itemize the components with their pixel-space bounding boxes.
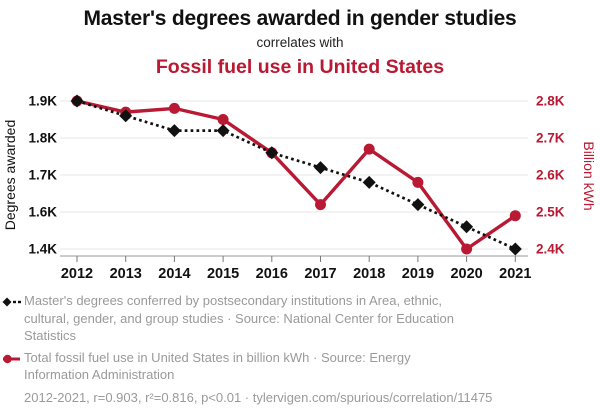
fossil-fuel-point: [168, 102, 180, 114]
year-label: 2015: [207, 266, 239, 282]
fossil-fuel-point: [217, 114, 229, 125]
degrees-point: [119, 109, 133, 123]
legend-line: Statistics: [24, 328, 77, 344]
chart-svg: 2012 2013 2014 2015 2016 2017 2018 2019 2020 2021…: [2, 94, 597, 283]
black-diamond-dotted-line-icon: [2, 292, 22, 313]
secondary-title: Fossil fuel use in United States: [155, 56, 445, 78]
right-tick-label: 2.5K: [536, 205, 565, 220]
legend-item-degrees: Master's degrees conferred by postsecond…: [2, 292, 600, 345]
right-tick-labels: 2.8K 2.7K 2.6K 2.5K 2.4K: [536, 94, 565, 257]
left-axis-title: Degrees awarded: [2, 120, 18, 231]
red-circle-solid-line-icon: [2, 349, 22, 370]
right-tick-label: 2.7K: [536, 131, 565, 146]
degrees-point: [411, 198, 425, 212]
year-label: 2018: [353, 266, 385, 282]
degrees-point: [460, 220, 474, 234]
left-tick-labels: 1.9K 1.8K 1.7K 1.6K 1.4K: [28, 94, 57, 257]
degrees-point: [167, 124, 181, 138]
degrees-point: [216, 124, 230, 138]
right-tick-label: 2.6K: [536, 168, 565, 183]
degrees-point: [265, 146, 279, 160]
left-tick-label: 1.4K: [28, 242, 57, 257]
degrees-series: [70, 94, 522, 256]
legend-line: Total fossil fuel use in United States i…: [24, 349, 411, 365]
page-title: Master's degrees awarded in gender studi…: [83, 7, 517, 30]
legend-text-fossil-fuel: Total fossil fuel use in United States i…: [24, 349, 411, 384]
year-label: 2012: [61, 266, 93, 282]
stats-footer: 2012-2021, r=0.903, r²=0.816, p<0.01 · t…: [24, 389, 493, 405]
title-block: Master's degrees awarded in gender studi…: [0, 6, 600, 86]
left-tick-label: 1.7K: [28, 168, 57, 183]
year-label: 2019: [402, 266, 434, 282]
fossil-fuel-point: [363, 143, 375, 155]
chart-plot-area: 2012 2013 2014 2015 2016 2017 2018 2019 2020 2021…: [0, 86, 600, 286]
legend-line: Master's degrees conferred by postsecond…: [24, 293, 442, 308]
diamond-marker-glyph: [2, 297, 21, 307]
fossil-fuel-point: [461, 243, 473, 255]
correlates-with-label: correlates with: [256, 35, 344, 50]
left-tick-label: 1.8K: [28, 131, 57, 146]
right-tick-label: 2.4K: [536, 242, 565, 257]
left-tick-label: 1.9K: [28, 94, 57, 109]
year-label: 2014: [158, 266, 190, 282]
degrees-point: [362, 175, 376, 189]
chart-legend: Master's degrees conferred by postsecond…: [0, 286, 600, 406]
fossil-fuel-point: [509, 210, 521, 222]
degrees-point: [508, 242, 522, 256]
left-tick-label: 1.6K: [28, 205, 57, 220]
legend-item-fossil-fuel: Total fossil fuel use in United States i…: [2, 349, 600, 384]
right-tick-label: 2.8K: [536, 94, 565, 109]
x-tick-labels: 2012 2013 2014 2015 2016 2017 2018 2019 2020 2021: [61, 266, 532, 282]
x-axis: [60, 255, 528, 262]
fossil-fuel-point: [412, 176, 424, 188]
degrees-point: [70, 94, 84, 108]
fossil-fuel-point: [315, 199, 326, 211]
legend-text-degrees: Master's degrees conferred by postsecond…: [24, 292, 454, 345]
right-axis-title: Billion kWh: [581, 141, 597, 210]
year-label: 2017: [304, 266, 336, 282]
spurious-correlation-chart: Master's degrees awarded in gender studi…: [0, 6, 600, 414]
year-label: 2021: [499, 266, 531, 282]
year-label: 2020: [450, 266, 482, 282]
year-label: 2016: [256, 266, 288, 282]
legend-line: Information Administration: [24, 367, 175, 383]
year-label: 2013: [110, 266, 142, 282]
degrees-point: [314, 161, 327, 175]
degrees-line: [76, 99, 516, 251]
circle-marker-glyph: [3, 354, 20, 363]
legend-line: cultural, gender, and group studies · So…: [24, 310, 454, 326]
